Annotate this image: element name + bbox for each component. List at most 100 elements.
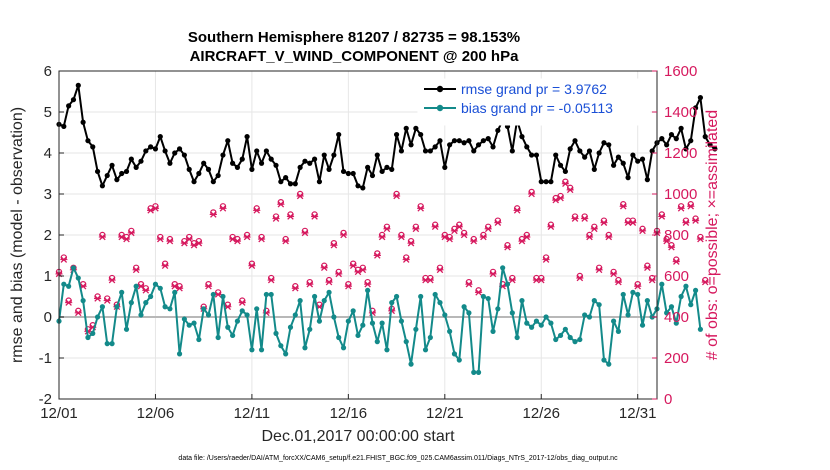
obs-assimilated-point: [272, 215, 280, 222]
rmse-point: [205, 166, 212, 172]
y-left-tick-label: 4: [44, 145, 52, 162]
rmse-point: [529, 152, 535, 158]
bias-point: [688, 302, 694, 308]
bias-point: [287, 324, 294, 330]
obs-assimilated-point: [195, 239, 203, 247]
obs-assimilated-point: [209, 211, 217, 218]
rmse-point: [133, 164, 139, 170]
rmse-point: [336, 131, 342, 138]
obs-assimilated-point: [277, 200, 285, 208]
obs-assimilated-point: [494, 219, 502, 226]
bias-point: [683, 283, 689, 289]
rmse-point: [475, 142, 482, 148]
rmse-point: [389, 166, 395, 172]
rmse-point: [432, 144, 438, 150]
obs-assimilated-point: [658, 213, 666, 220]
x-tick-label: 12/31: [619, 405, 657, 422]
rmse-point: [466, 138, 472, 144]
rmse-point: [186, 166, 192, 172]
rmse-point: [461, 140, 467, 146]
bias-point: [85, 334, 91, 341]
x-tick-label: 12/16: [330, 405, 368, 422]
bias-point: [138, 312, 144, 318]
y-right-tick-label: 400: [664, 309, 689, 326]
bias-point: [61, 281, 67, 287]
rmse-point: [331, 152, 337, 158]
rmse-point: [316, 179, 323, 185]
bias-point: [610, 318, 617, 324]
rmse-point: [393, 131, 400, 138]
rmse-point: [625, 175, 631, 181]
rmse-point: [697, 95, 704, 101]
bias-point: [302, 345, 308, 351]
rmse-point: [94, 168, 101, 175]
obs-assimilated-point: [132, 266, 140, 274]
obs-assimilated-point: [219, 205, 227, 212]
obs-assimilated-point: [335, 270, 343, 278]
bias-point: [625, 312, 631, 318]
rmse-point: [80, 119, 86, 125]
rmse-point: [668, 131, 675, 138]
bias-point: [572, 339, 578, 345]
rmse-point: [495, 127, 501, 134]
bias-point: [567, 334, 573, 341]
obs-assimilated-point: [349, 262, 357, 270]
bias-point: [427, 334, 433, 341]
bias-point: [283, 351, 289, 357]
obs-assimilated-point: [460, 231, 468, 239]
bias-point: [181, 316, 187, 322]
rmse-point: [239, 156, 245, 162]
obs-assimilated-point: [474, 289, 483, 296]
bias-point: [360, 322, 366, 328]
bias-point: [456, 357, 462, 363]
obs-assimilated-point: [619, 203, 627, 210]
obs-assimilated-point: [301, 229, 309, 237]
bias-point: [471, 369, 477, 375]
bias-point: [143, 300, 149, 306]
rmse-point: [258, 160, 265, 166]
obs-assimilated-point: [576, 274, 584, 282]
obs-assimilated-point: [151, 205, 160, 212]
rmse-point: [639, 156, 646, 162]
y-left-tick-label: 0: [44, 309, 52, 326]
rmse-point: [119, 170, 125, 177]
obs-assimilated-point: [156, 235, 164, 243]
rmse-point: [403, 125, 409, 131]
legend: rmse grand pr = 3.9762 bias grand pr = -…: [417, 78, 651, 126]
rmse-point: [345, 170, 351, 177]
bias-point: [500, 265, 506, 271]
bias-point: [350, 308, 356, 314]
obs-assimilated-point: [682, 219, 690, 226]
rmse-point: [365, 164, 371, 170]
legend-rmse-label: rmse grand pr = 3.9762: [461, 81, 607, 97]
bias-point: [509, 310, 515, 316]
bias-point: [220, 293, 226, 300]
rmse-point: [702, 134, 708, 140]
obs-assimilated-point: [267, 276, 275, 284]
obs-assimilated-point: [142, 287, 150, 294]
bias-point: [418, 293, 424, 300]
rmse-point: [413, 125, 419, 131]
bias-point: [133, 283, 139, 289]
bias-point: [692, 287, 699, 293]
obs-assimilated-point: [663, 237, 671, 245]
bias-point: [292, 312, 298, 318]
rmse-point: [644, 177, 650, 183]
obs-assimilated-point: [359, 266, 367, 274]
rmse-point: [601, 140, 607, 146]
obs-assimilated-point: [175, 285, 184, 292]
chart-title: Southern Hemisphere 81207 / 82735 = 98.1…: [188, 29, 520, 46]
rmse-point: [572, 138, 578, 144]
obs-assimilated-point: [701, 278, 709, 286]
bias-point: [70, 265, 77, 271]
rmse-point: [172, 150, 178, 156]
rmse-point: [630, 152, 636, 158]
bias-point: [210, 291, 216, 298]
obs-assimilated-point: [426, 276, 434, 284]
bias-point: [398, 318, 405, 324]
bias-point: [514, 334, 520, 341]
rmse-point: [210, 179, 216, 185]
rmse-point: [162, 148, 168, 154]
bias-point: [104, 341, 110, 347]
